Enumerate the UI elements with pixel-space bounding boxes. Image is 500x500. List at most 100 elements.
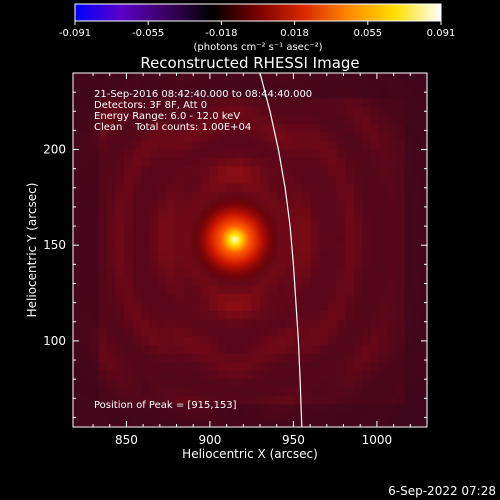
heatmap-cell [345, 311, 354, 320]
heatmap-cell [311, 73, 320, 82]
heatmap-cell [175, 192, 184, 201]
heatmap-cell [396, 183, 405, 193]
heatmap-cell [268, 192, 278, 201]
heatmap-cell [81, 124, 91, 133]
heatmap-cell [379, 243, 388, 252]
heatmap-cell [200, 175, 210, 184]
heatmap-cell [379, 234, 388, 244]
heatmap-cell [251, 175, 261, 184]
heatmap-cell [311, 158, 320, 167]
heatmap-cell [243, 107, 252, 116]
heatmap-cell [209, 328, 218, 337]
heatmap-cell [421, 387, 427, 397]
heatmap-cell [379, 183, 388, 193]
heatmap-cell [328, 336, 337, 346]
heatmap-cell [260, 336, 269, 346]
heatmap-cell [226, 175, 235, 184]
x-tick-label: 1000 [362, 433, 393, 447]
heatmap-cell [353, 260, 363, 269]
heatmap-cell [200, 311, 210, 320]
heatmap-cell [200, 192, 210, 201]
heatmap-cell [328, 166, 337, 176]
heatmap-cell [328, 81, 337, 91]
heatmap-cell [166, 353, 176, 363]
heatmap-cell [353, 277, 363, 286]
heatmap-cell [149, 396, 159, 405]
heatmap-cell [379, 98, 388, 108]
heatmap-cell [115, 90, 125, 99]
heatmap-cell [370, 319, 380, 329]
heatmap-cell [387, 192, 397, 201]
heatmap-cell [90, 387, 99, 397]
heatmap-cell [319, 175, 329, 184]
heatmap-cell [90, 166, 99, 176]
heatmap-cell [217, 302, 227, 312]
heatmap-cell [277, 175, 286, 184]
heatmap-cell [115, 158, 125, 167]
heatmap-cell [209, 90, 218, 99]
heatmap-cell [362, 379, 371, 388]
heatmap-cell [124, 124, 133, 133]
heatmap-cell [115, 319, 125, 329]
heatmap-cell [124, 404, 133, 414]
heatmap-cell [158, 319, 167, 329]
heatmap-cell [379, 158, 388, 167]
heatmap-cell [124, 277, 133, 286]
heatmap-cell [192, 132, 201, 142]
heatmap-cell [345, 268, 354, 278]
heatmap-cell [268, 336, 278, 346]
heatmap-cell [175, 260, 184, 269]
heatmap-cell [81, 192, 91, 201]
heatmap-cell [311, 107, 320, 116]
heatmap-cell [362, 353, 371, 363]
heatmap-cell [175, 98, 184, 108]
heatmap-cell [328, 183, 337, 193]
heatmap-cell [149, 209, 159, 218]
heatmap-cell [132, 277, 142, 286]
heatmap-cell [345, 353, 354, 363]
heatmap-cell [387, 370, 397, 380]
heatmap-cell [421, 251, 427, 261]
heatmap-cell [362, 328, 371, 337]
heatmap-cell [166, 319, 176, 329]
heatmap-cell [107, 404, 116, 414]
heatmap-cell [209, 413, 218, 422]
heatmap-cell [149, 81, 159, 91]
heatmap-cell [379, 294, 388, 303]
heatmap-cell [217, 98, 227, 108]
heatmap-cell [379, 379, 388, 388]
heatmap-cell [345, 370, 354, 380]
heatmap-cell [345, 413, 354, 422]
heatmap-cell [183, 209, 193, 218]
heatmap-cell [336, 209, 346, 218]
heatmap-cell [336, 115, 346, 125]
heatmap-cell [149, 328, 159, 337]
heatmap-cell [107, 192, 116, 201]
heatmap-cell [260, 370, 269, 380]
heatmap-cell [81, 379, 91, 388]
heatmap-cell [107, 370, 116, 380]
heatmap-cell [251, 90, 261, 99]
heatmap-cell [353, 98, 363, 108]
heatmap-cell [294, 90, 303, 99]
heatmap-cell [277, 268, 286, 278]
heatmap-cell [319, 166, 329, 176]
heatmap-cell [362, 396, 371, 405]
heatmap-cell [81, 149, 91, 159]
heatmap-cell [285, 302, 295, 312]
heatmap-cell [209, 81, 218, 91]
heatmap-cell [166, 98, 176, 108]
heatmap-cell [107, 209, 116, 218]
heatmap-cell [345, 90, 354, 99]
heatmap-cell [370, 243, 380, 252]
heatmap-cell [141, 345, 150, 354]
heatmap-cell [149, 158, 159, 167]
heatmap-cell [73, 251, 82, 261]
heatmap-cell [345, 132, 354, 142]
heatmap-cell [260, 362, 269, 371]
heatmap-cell [328, 413, 337, 422]
heatmap-cell [311, 413, 320, 422]
heatmap-cell [387, 166, 397, 176]
heatmap-cell [277, 319, 286, 329]
heatmap-cell [98, 370, 108, 380]
